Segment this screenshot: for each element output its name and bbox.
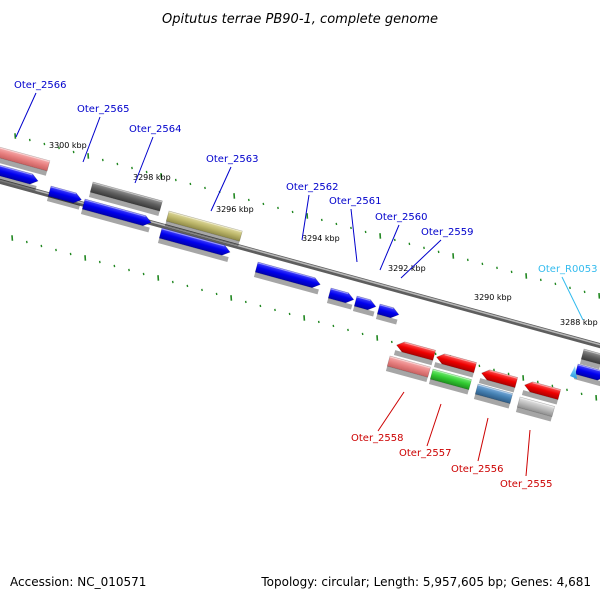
gene-feature-oter-2565[interactable]: [80, 198, 153, 233]
gene-feature-oter-2562[interactable]: [253, 261, 322, 295]
gene-feature-oter-2557[interactable]: [428, 368, 472, 395]
gene-features: [0, 144, 600, 422]
kbp-label: 3290 kbp: [474, 293, 512, 302]
gene-feature-red-3[interactable]: [478, 368, 519, 393]
gene-label-oter-2563[interactable]: Oter_2563: [206, 154, 259, 165]
gene-label-oter-2560[interactable]: Oter_2560: [375, 212, 428, 223]
gene-label-oter-2561[interactable]: Oter_2561: [329, 196, 382, 207]
tick-marks-lower: [11, 235, 598, 401]
leader-line-oter-2560: [379, 224, 400, 271]
gene-label-oter-r0053[interactable]: Oter_R0053: [538, 264, 597, 275]
gene-label-oter-2555[interactable]: Oter_2555: [500, 479, 553, 490]
gene-label-oter-2562[interactable]: Oter_2562: [286, 182, 339, 193]
gene-feature-red-4[interactable]: [521, 380, 562, 405]
gene-label-oter-2558[interactable]: Oter_2558: [351, 433, 404, 444]
kbp-label: 3300 kbp: [49, 141, 87, 150]
gene-feature-oter-2561[interactable]: [326, 287, 355, 310]
gene-feature-oter-2555[interactable]: [515, 396, 556, 422]
gene-feature-blue-2[interactable]: [46, 185, 83, 210]
genome-info-text: Topology: circular; Length: 5,957,605 bp…: [260, 575, 591, 589]
leader-line-oter-2558: [377, 391, 405, 432]
leader-line-oter-r0053: [561, 276, 584, 321]
leader-line-oter-2555: [525, 429, 531, 477]
leader-line-oter-2566: [15, 92, 37, 138]
gene-label-oter-2564[interactable]: Oter_2564: [129, 124, 182, 135]
gene-feature-oter-2558[interactable]: [385, 355, 431, 383]
gene-feature-red-2[interactable]: [433, 352, 477, 378]
leader-line-oter-2565: [82, 116, 101, 163]
leader-line-oter-2557: [426, 403, 442, 447]
gene-feature-gray-edge[interactable]: [579, 348, 600, 370]
leader-line-oter-2564: [134, 136, 154, 184]
map-title: Opitutus terrae PB90-1, complete genome: [162, 12, 438, 27]
gene-label-oter-2565[interactable]: Oter_2565: [77, 104, 130, 115]
gene-label-oter-2559[interactable]: Oter_2559: [421, 227, 474, 238]
gene-feature-blue-edge[interactable]: [573, 363, 600, 387]
kbp-label: 3292 kbp: [388, 264, 426, 273]
kbp-label: 3296 kbp: [216, 205, 254, 214]
gene-feature-blue-1[interactable]: [0, 163, 39, 191]
gene-feature-oter-2563[interactable]: [164, 210, 243, 247]
kbp-label: 3298 kbp: [133, 173, 171, 182]
tick-marks-upper: [14, 133, 600, 299]
gene-label-oter-2556[interactable]: Oter_2556: [451, 464, 504, 475]
kbp-label: 3288 kbp: [560, 318, 598, 327]
gene-feature-oter-2559[interactable]: [375, 303, 400, 325]
gene-feature-oter-2556[interactable]: [473, 383, 514, 409]
gene-label-oter-2557[interactable]: Oter_2557: [399, 448, 452, 459]
leader-line-oter-2562: [301, 194, 310, 241]
leader-line-oter-2561: [350, 208, 358, 263]
kbp-scale-labels: 3300 kbp 3298 kbp 3296 kbp 3294 kbp 3292 kbp…: [49, 141, 598, 327]
gene-feature-red-1[interactable]: [393, 340, 436, 366]
gene-labels: Oter_2566 Oter_2565 Oter_2564 Oter_2563 Oter…: [14, 80, 597, 490]
gene-feature-oter-2560[interactable]: [352, 295, 377, 317]
gene-label-oter-2566[interactable]: Oter_2566: [14, 80, 67, 91]
gene-feature-oter-2566[interactable]: [0, 144, 51, 176]
gene-feature-oter-r0053[interactable]: [570, 366, 577, 379]
leader-line-oter-2556: [477, 417, 489, 462]
kbp-label: 3294 kbp: [302, 234, 340, 243]
gene-feature-blue-4[interactable]: [157, 227, 232, 262]
leader-line-oter-2563: [210, 166, 232, 212]
gene-feature-oter-2564[interactable]: [88, 181, 163, 216]
accession-text: Accession: NC_010571: [10, 575, 146, 589]
leader-line-oter-2559: [400, 239, 442, 279]
